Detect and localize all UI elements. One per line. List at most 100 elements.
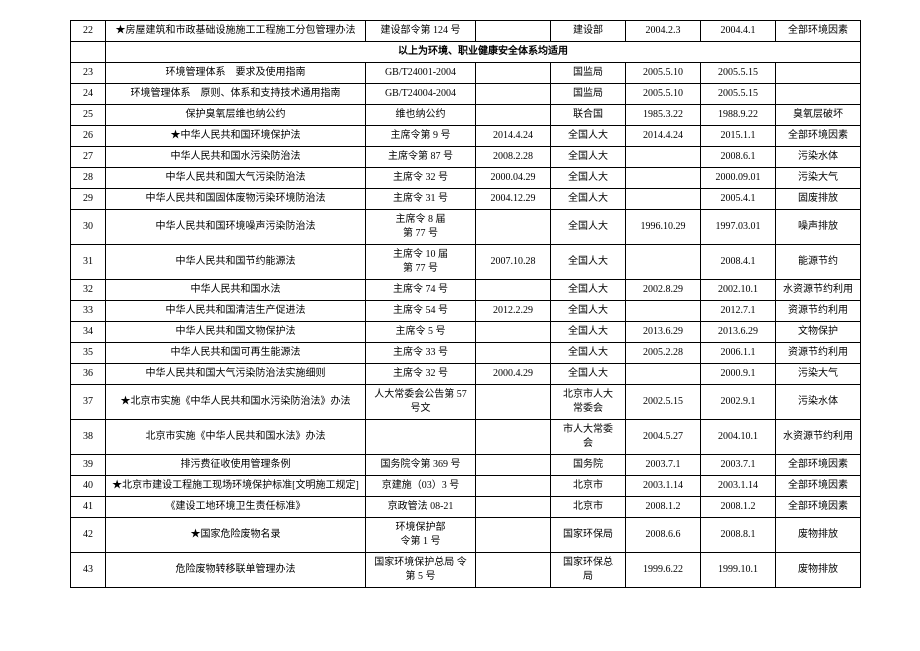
table-row: 41《建设工地环境卫生责任标准》京政管法 08-21北京市2008.1.2200… (71, 497, 861, 518)
cell-org: 全国人大 (551, 322, 626, 343)
cell-name: 中华人民共和国大气污染防治法实施细则 (106, 364, 366, 385)
table-row: 36中华人民共和国大气污染防治法实施细则主席令 32 号2000.4.29全国人… (71, 364, 861, 385)
cell-d2 (626, 301, 701, 322)
cell-doc (366, 420, 476, 455)
cell-d1: 2014.4.24 (476, 126, 551, 147)
cell-d1 (476, 322, 551, 343)
table-row: 38北京市实施《中华人民共和国水法》办法市人大常委会2004.5.272004.… (71, 420, 861, 455)
table-row: 42★国家危险废物名录环境保护部令第 1 号国家环保局2008.6.62008.… (71, 518, 861, 553)
table-row: 26★中华人民共和国环境保护法主席令第 9 号2014.4.24全国人大2014… (71, 126, 861, 147)
cell-d1 (476, 21, 551, 42)
cell-name: 中华人民共和国水法 (106, 280, 366, 301)
cell-name: ★北京市建设工程施工现场环境保护标准[文明施工规定] (106, 476, 366, 497)
cell-d2 (626, 168, 701, 189)
cell-d1: 2000.4.29 (476, 364, 551, 385)
cell-n: 22 (71, 21, 106, 42)
cell-name: 中华人民共和国可再生能源法 (106, 343, 366, 364)
cell-note: 污染水体 (776, 385, 861, 420)
cell-name: 排污费征收使用管理条例 (106, 455, 366, 476)
cell-d3: 2013.6.29 (701, 322, 776, 343)
cell-d2: 2004.5.27 (626, 420, 701, 455)
cell-note: 资源节约利用 (776, 301, 861, 322)
table-row: 22★房屋建筑和市政基础设施施工工程施工分包管理办法建设部令第 124 号建设部… (71, 21, 861, 42)
cell-n: 33 (71, 301, 106, 322)
cell-org: 全国人大 (551, 189, 626, 210)
cell-name: 危险废物转移联单管理办法 (106, 553, 366, 588)
cell-doc: 国务院令第 369 号 (366, 455, 476, 476)
cell-d2: 2004.2.3 (626, 21, 701, 42)
cell-org: 全国人大 (551, 210, 626, 245)
cell-doc: 主席令 5 号 (366, 322, 476, 343)
cell-d3: 1997.03.01 (701, 210, 776, 245)
cell-doc: 京政管法 08-21 (366, 497, 476, 518)
cell-d2: 2003.7.1 (626, 455, 701, 476)
cell-org: 北京市 (551, 476, 626, 497)
cell-org: 全国人大 (551, 168, 626, 189)
cell-doc: 主席令第 9 号 (366, 126, 476, 147)
cell-doc: 主席令 10 届第 77 号 (366, 245, 476, 280)
cell-n: 39 (71, 455, 106, 476)
cell-d3: 2008.6.1 (701, 147, 776, 168)
cell-n: 24 (71, 84, 106, 105)
cell-org: 全国人大 (551, 280, 626, 301)
cell-note: 全部环境因素 (776, 126, 861, 147)
cell-d2 (626, 364, 701, 385)
cell-org: 联合国 (551, 105, 626, 126)
table-row: 25保护臭氧层维也纳公约维也纳公约联合国1985.3.221988.9.22臭氧… (71, 105, 861, 126)
cell-org: 国家环保总局 (551, 553, 626, 588)
cell-doc: 主席令 32 号 (366, 168, 476, 189)
cell-doc: 主席令第 87 号 (366, 147, 476, 168)
cell-doc: 维也纳公约 (366, 105, 476, 126)
cell-d1 (476, 385, 551, 420)
table-row: 33中华人民共和国清洁生产促进法主席令 54 号2012.2.29全国人大201… (71, 301, 861, 322)
cell-name: 环境管理体系 要求及使用指南 (106, 63, 366, 84)
cell-d3: 2003.1.14 (701, 476, 776, 497)
cell-note: 臭氧层破坏 (776, 105, 861, 126)
cell-doc: GB/T24004-2004 (366, 84, 476, 105)
cell-d1 (476, 210, 551, 245)
cell-note: 文物保护 (776, 322, 861, 343)
cell-note: 水资源节约利用 (776, 280, 861, 301)
cell-d2: 2002.8.29 (626, 280, 701, 301)
cell-d2: 2003.1.14 (626, 476, 701, 497)
cell-name: 中华人民共和国文物保护法 (106, 322, 366, 343)
cell-org: 全国人大 (551, 343, 626, 364)
cell-d2: 1985.3.22 (626, 105, 701, 126)
cell-n: 29 (71, 189, 106, 210)
table-row: 24环境管理体系 原则、体系和支持技术通用指南GB/T24004-2004国监局… (71, 84, 861, 105)
cell-d1: 2012.2.29 (476, 301, 551, 322)
table-row: 31中华人民共和国节约能源法主席令 10 届第 77 号2007.10.28全国… (71, 245, 861, 280)
cell-d1: 2008.2.28 (476, 147, 551, 168)
cell-org: 建设部 (551, 21, 626, 42)
cell-org: 全国人大 (551, 245, 626, 280)
cell-n: 34 (71, 322, 106, 343)
cell-org: 市人大常委会 (551, 420, 626, 455)
cell-d3: 2006.1.1 (701, 343, 776, 364)
cell-d3: 2015.1.1 (701, 126, 776, 147)
cell-note: 资源节约利用 (776, 343, 861, 364)
table-row: 37★北京市实施《中华人民共和国水污染防治法》办法人大常委会公告第 57号文北京… (71, 385, 861, 420)
cell-d1 (476, 455, 551, 476)
cell-d2 (626, 189, 701, 210)
table-row: 30中华人民共和国环境噪声污染防治法主席令 8 届第 77 号全国人大1996.… (71, 210, 861, 245)
cell-name: 中华人民共和国节约能源法 (106, 245, 366, 280)
cell-doc: 主席令 31 号 (366, 189, 476, 210)
cell-d1 (476, 476, 551, 497)
cell-n: 26 (71, 126, 106, 147)
table-row: 40★北京市建设工程施工现场环境保护标准[文明施工规定]京建施（03）3 号北京… (71, 476, 861, 497)
cell-org: 全国人大 (551, 147, 626, 168)
cell-n: 28 (71, 168, 106, 189)
cell-d2: 1999.6.22 (626, 553, 701, 588)
cell-d3: 2004.10.1 (701, 420, 776, 455)
cell-d2: 2002.5.15 (626, 385, 701, 420)
cell-d3: 2002.9.1 (701, 385, 776, 420)
cell-name: 中华人民共和国固体废物污染环境防治法 (106, 189, 366, 210)
table-row: 39排污费征收使用管理条例国务院令第 369 号国务院2003.7.12003.… (71, 455, 861, 476)
cell-org: 全国人大 (551, 301, 626, 322)
empty-cell (71, 42, 106, 63)
table-row: 27中华人民共和国水污染防治法主席令第 87 号2008.2.28全国人大200… (71, 147, 861, 168)
cell-doc: 主席令 33 号 (366, 343, 476, 364)
cell-note (776, 63, 861, 84)
table-row: 43危险废物转移联单管理办法国家环境保护总局 令第 5 号国家环保总局1999.… (71, 553, 861, 588)
cell-org: 北京市人大常委会 (551, 385, 626, 420)
